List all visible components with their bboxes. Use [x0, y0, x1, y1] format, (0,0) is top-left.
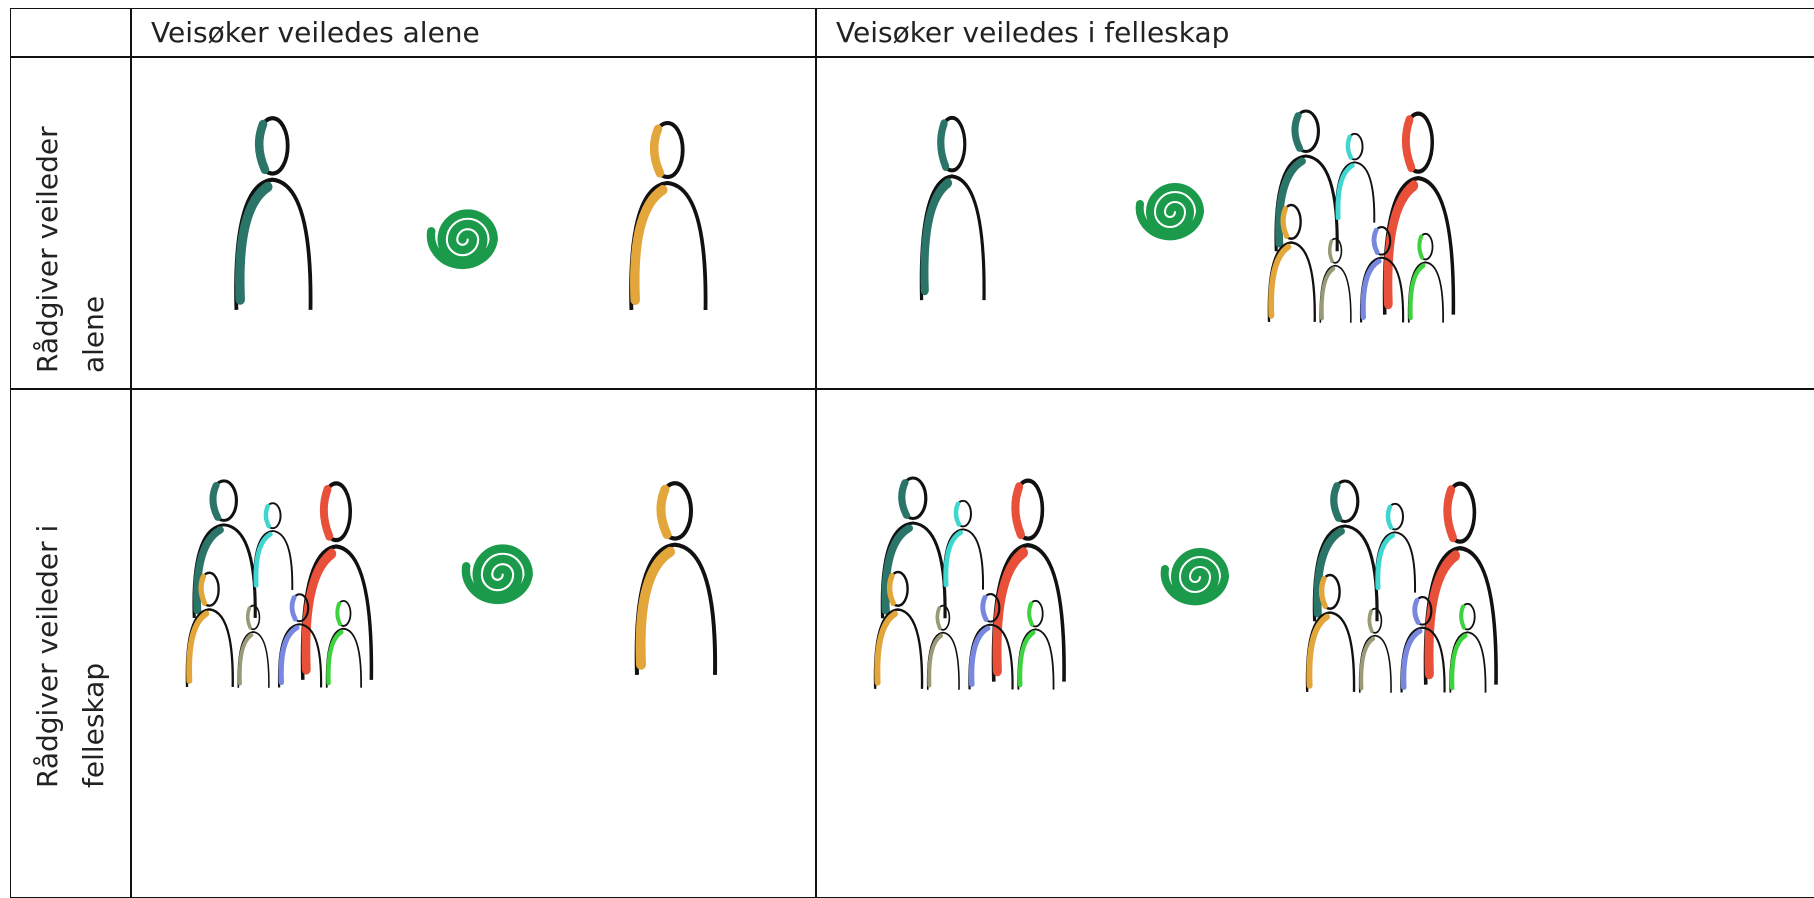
corner-cell: [10, 8, 132, 58]
column-header: Veisøker veiledes alene: [130, 8, 817, 58]
person-icon: [236, 118, 311, 310]
group-icon: [1307, 481, 1496, 693]
group-icon: [187, 481, 372, 688]
spiral-icon: [466, 549, 529, 600]
group-icon: [875, 478, 1064, 690]
person-icon: [637, 483, 715, 675]
spiral-icon: [1165, 552, 1225, 601]
column-header: Veisøker veiledes i felleskap: [815, 8, 1814, 58]
row-header: Rådgiver veileder alene: [10, 56, 132, 390]
person-icon: [921, 118, 984, 300]
spiral-icon: [431, 214, 494, 265]
group-icon: [1269, 111, 1454, 323]
illustrations: [0, 0, 1814, 879]
cell: [815, 56, 1814, 390]
cell: [130, 56, 817, 390]
spiral-icon: [1140, 187, 1200, 236]
person-icon: [631, 123, 706, 310]
